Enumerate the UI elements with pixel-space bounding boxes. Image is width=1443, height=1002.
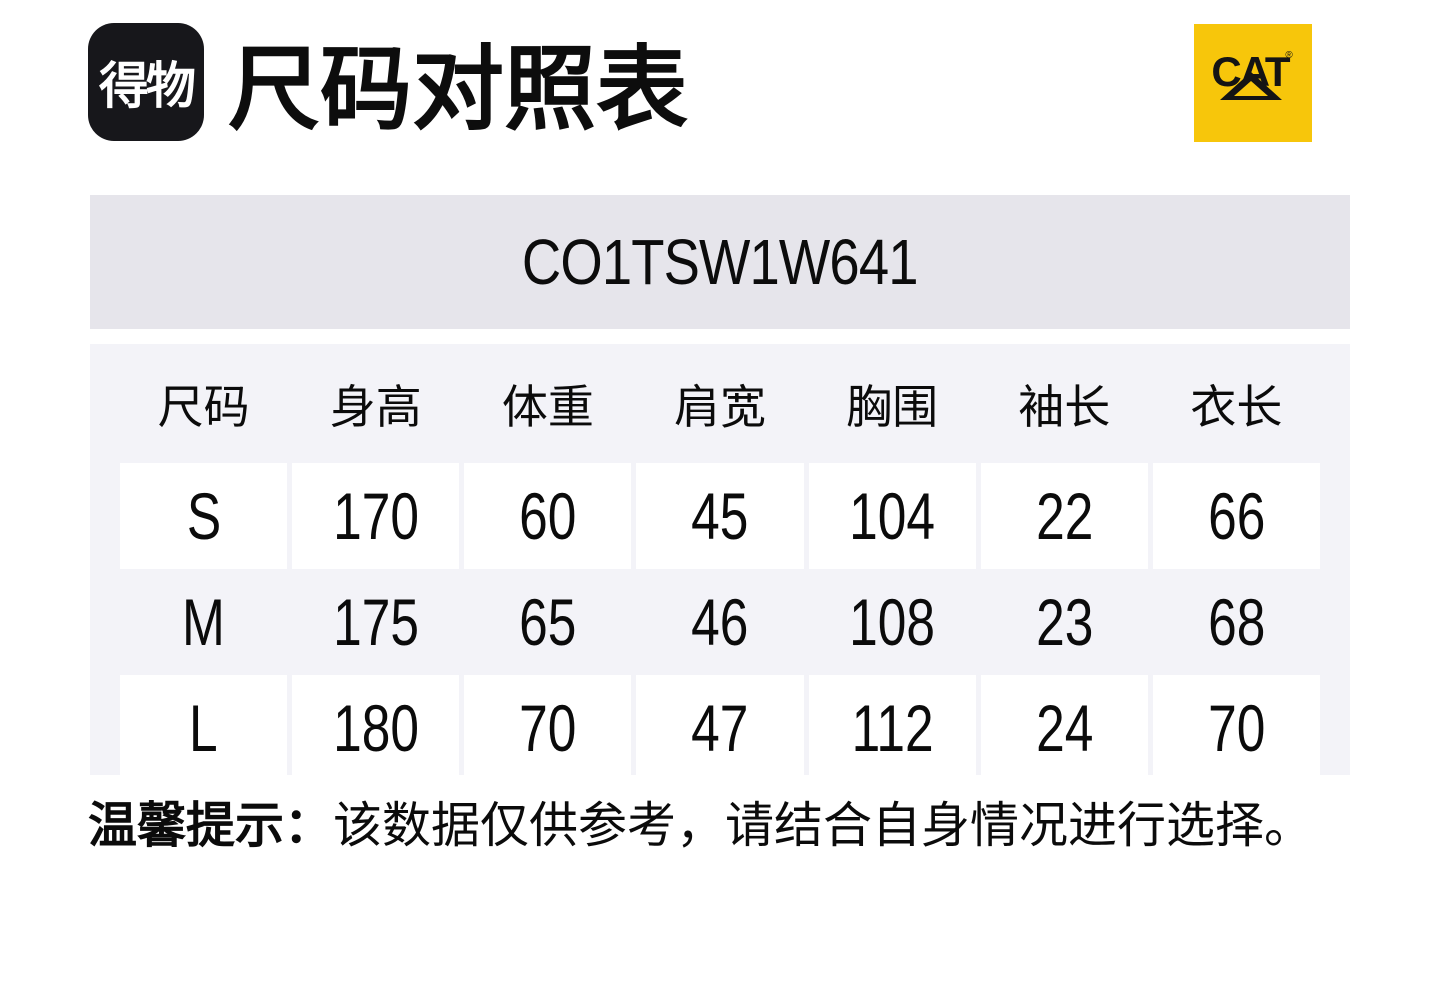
header-cell-weight: 体重 (501, 380, 594, 433)
header-cell-length: 衣长 (1190, 380, 1283, 433)
cell-weight: 65 (519, 585, 577, 659)
note-label: 温馨提示： (88, 799, 334, 853)
cell-chest: 108 (849, 585, 936, 659)
cat-logo-graphic: CAT ® (1194, 24, 1312, 142)
cell-sleeve: 22 (980, 463, 1148, 569)
cell-height: 175 (332, 585, 419, 659)
cell-weight: 60 (464, 463, 632, 569)
header-cell-height: 身高 (329, 380, 422, 433)
header-cell-chest: 胸围 (846, 380, 939, 433)
cell-height: 170 (292, 463, 460, 569)
cell-sleeve: 24 (980, 675, 1148, 775)
table-header-row: 尺码 身高 体重 肩宽 胸围 袖长 衣长 (120, 344, 1320, 463)
table-row-m: M 175 65 46 108 23 68 (120, 569, 1320, 675)
size-table: 尺码 身高 体重 肩宽 胸围 袖长 衣长 S 170 60 45 104 22 … (90, 344, 1350, 775)
cell-chest: 104 (808, 463, 976, 569)
cell-size: S (120, 463, 288, 569)
dewu-logo: 得物 (88, 23, 204, 141)
cat-registered-mark: ® (1285, 50, 1293, 61)
cell-shoulder: 47 (636, 675, 804, 775)
page-title: 尺码对照表 (228, 39, 689, 141)
cell-chest: 112 (808, 675, 976, 775)
cat-brand-logo: CAT ® (1194, 24, 1312, 142)
cell-shoulder: 46 (691, 585, 749, 659)
table-row-s: S 170 60 45 104 22 66 (120, 463, 1320, 569)
cell-shoulder: 45 (636, 463, 804, 569)
cell-height: 180 (292, 675, 460, 775)
header-cell-sleeve: 袖长 (1018, 380, 1111, 433)
cell-length: 66 (1152, 463, 1320, 569)
cat-triangle-notch-icon (1234, 81, 1268, 96)
dewu-logo-text: 得物 (99, 58, 196, 114)
cell-weight: 70 (464, 675, 632, 775)
cell-size: M (182, 585, 226, 659)
cell-length: 70 (1152, 675, 1320, 775)
product-code: CO1TSW1W641 (522, 226, 919, 298)
disclaimer-note: 温馨提示：该数据仅供参考，请结合自身情况进行选择。 (88, 794, 1313, 858)
cell-length: 68 (1207, 585, 1266, 659)
cell-sleeve: 23 (1035, 585, 1093, 659)
header-cell-shoulder: 肩宽 (673, 380, 766, 433)
header-cell-size: 尺码 (157, 380, 250, 433)
note-text: 该数据仅供参考，请结合自身情况进行选择。 (333, 799, 1314, 853)
product-code-banner: CO1TSW1W641 (90, 195, 1350, 329)
cell-size: L (120, 675, 288, 775)
table-row-l: L 180 70 47 112 24 70 (120, 675, 1320, 775)
